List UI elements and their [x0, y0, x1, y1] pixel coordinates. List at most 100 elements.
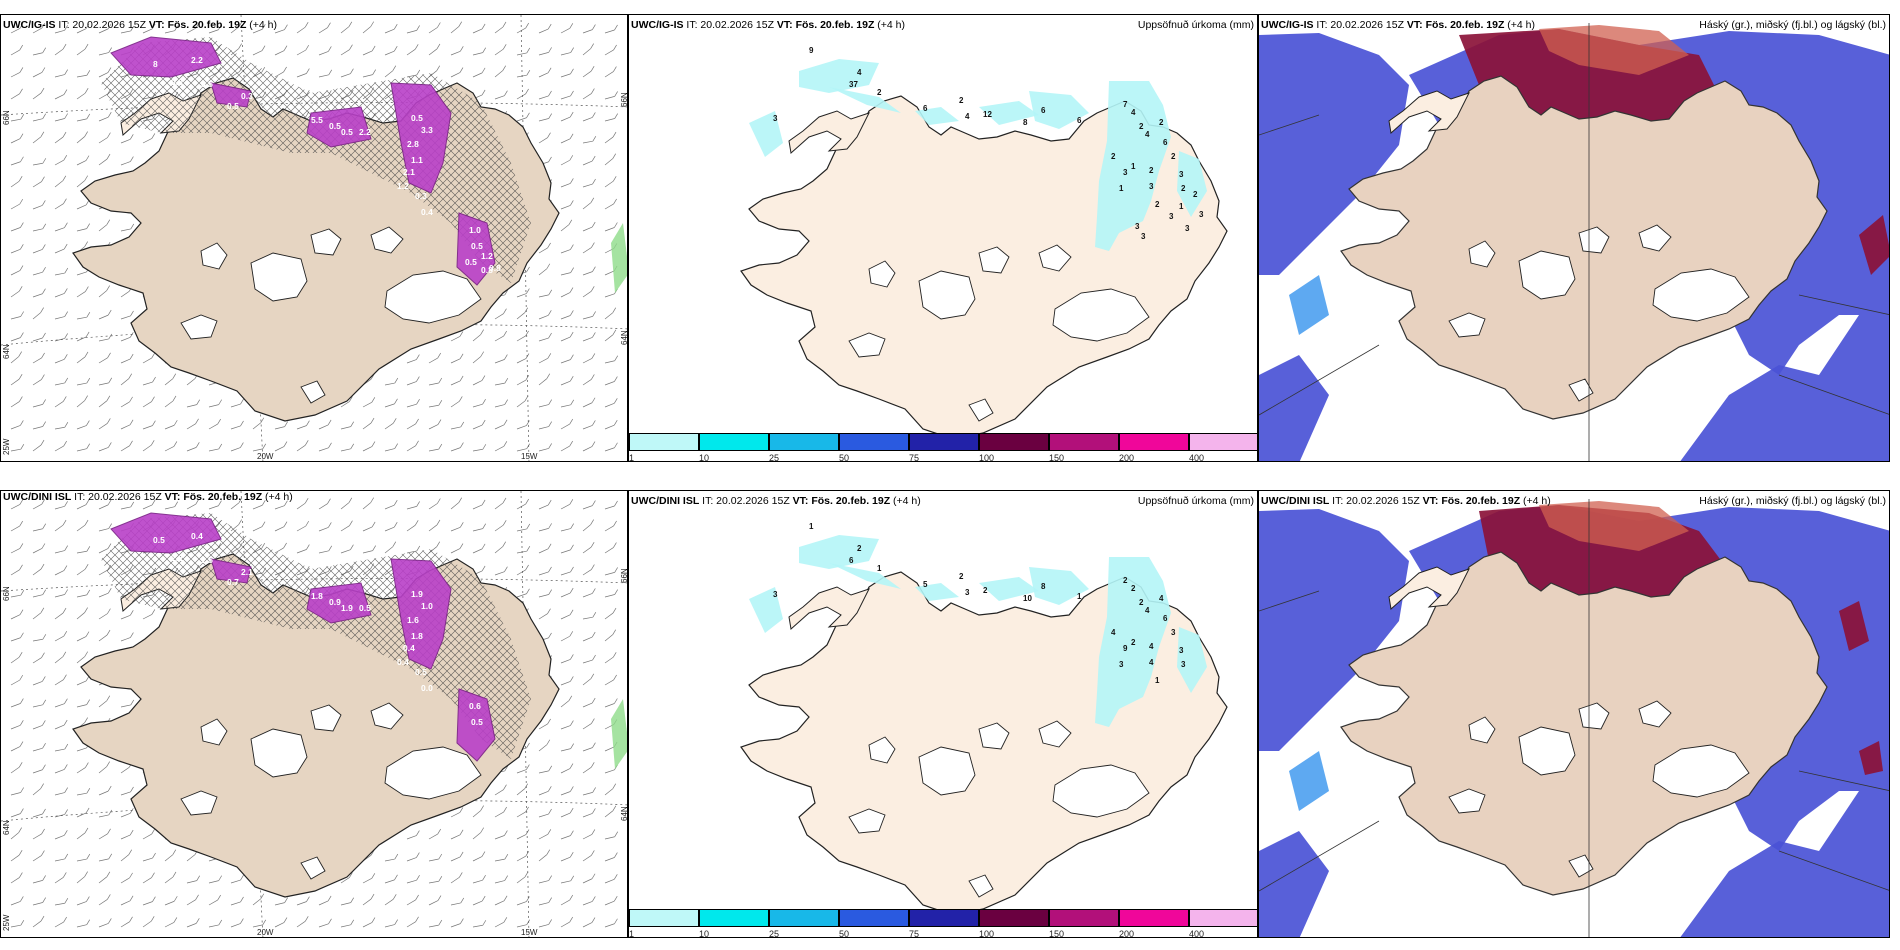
colorbar-tick-label: 100 — [979, 453, 995, 462]
lon-label-20w: 20W — [257, 928, 274, 937]
precip-value-label: 2 — [1123, 576, 1128, 585]
precip-value-label: 6 — [1041, 106, 1046, 115]
snow-value-label: 0.4 — [397, 657, 409, 667]
snow-value-label: 1.9 — [341, 603, 353, 613]
precip-value-label: 4 — [857, 68, 862, 77]
lat-label-64n: 64N — [2, 344, 11, 359]
precip-value-label: 1 — [1179, 202, 1184, 211]
snow-area — [110, 512, 222, 554]
snow-value-label: 0.5 — [471, 241, 483, 251]
snow-value-label: 2.2 — [359, 127, 371, 137]
precip-value-label: 3 — [1181, 660, 1186, 669]
precip-value-label: 4 — [965, 112, 970, 121]
colorbar-swatch — [839, 909, 909, 927]
colorbar-tick-label: 1 — [629, 453, 635, 462]
snow-area — [210, 558, 252, 584]
colorbar-swatch — [699, 433, 769, 451]
snow-area — [456, 688, 496, 762]
precip-value-label: 2 — [857, 544, 862, 553]
glacier-outline — [1578, 702, 1610, 730]
precip-colorbar: 1 10 25 50 75 100 150 200 400 — [629, 909, 1257, 938]
colorbar-swatch — [699, 909, 769, 927]
glacier-outline — [1568, 854, 1594, 878]
colorbar-tick-label: 10 — [699, 929, 710, 938]
low-cloud-area — [1259, 355, 1329, 461]
precip-value-label: 12 — [983, 110, 992, 119]
precip-value-label: 1 — [1131, 162, 1136, 171]
snow-area — [306, 106, 372, 148]
precip-value-label: 2 — [1155, 200, 1160, 209]
lat-label-64n: 64N — [2, 820, 11, 835]
lat-lon-grid — [1, 491, 627, 937]
snow-value-label: 0.4 — [191, 531, 203, 541]
colorbar-tick-label: 25 — [769, 453, 780, 462]
precip-value-label: 3 — [1185, 224, 1190, 233]
snow-value-label: 2.2 — [191, 55, 203, 65]
precip-value-label: 6 — [849, 556, 854, 565]
precip-value-label: 3 — [1135, 222, 1140, 231]
glacier-outline — [1052, 764, 1150, 818]
snow-value-label: 1.9 — [411, 589, 423, 599]
precip-area — [1095, 81, 1171, 251]
glacier-outline — [848, 332, 886, 358]
lon-label-15w: 15W — [521, 452, 538, 461]
precip-area — [979, 101, 1039, 125]
precip-value-label: 3 — [773, 114, 778, 123]
precip-value-label: 2 — [1139, 598, 1144, 607]
panel-title: UWC/IG-IS IT: 20.02.2026 15Z VT: Fös. 20… — [3, 19, 278, 31]
precip-value-label: 1 — [877, 564, 882, 573]
precip-value-label: 3 — [965, 588, 970, 597]
glacier-outline — [1052, 288, 1150, 342]
glacier-outline — [300, 856, 326, 880]
glacier-outline — [1468, 716, 1496, 744]
precip-value-label: 5 — [923, 580, 928, 589]
glacier-outline — [1448, 312, 1486, 338]
lat-label-66n-right: 66N — [620, 568, 628, 583]
glacier-outline — [384, 270, 482, 324]
precip-value-label: 4 — [1131, 108, 1136, 117]
lat-label-64n-right: 64N — [620, 330, 628, 345]
snow-value-label: 0.5 — [471, 717, 483, 727]
precip-value-label: 2 — [1111, 152, 1116, 161]
glacier-outline — [1638, 700, 1672, 728]
panel-top-right-cloud: UWC/IG-IS IT: 20.02.2026 15Z VT: Fös. 20… — [1258, 14, 1890, 462]
precip-value-label: 2 — [1171, 152, 1176, 161]
snow-value-label: 2.1 — [403, 167, 415, 177]
precip-area — [915, 107, 959, 125]
colorbar-swatch — [629, 909, 699, 927]
snow-value-label: 1.1 — [411, 155, 423, 165]
glacier-outline — [300, 380, 326, 404]
iceland-landmass: 0.5 0.42.2 1.52.10.71.80.91.9 0.51.91.01.61… — [72, 512, 627, 898]
colorbar-swatch — [909, 909, 979, 927]
colorbar-tick-label: 150 — [1049, 929, 1065, 938]
precip-area — [1029, 567, 1089, 605]
lat-label-66n: 66N — [2, 586, 11, 601]
precip-value-label: 3 — [1123, 168, 1128, 177]
precip-value-label: 4 — [1149, 658, 1154, 667]
snow-value-label: 0.5 — [415, 667, 427, 677]
glacier-outline — [1468, 240, 1496, 268]
glacier-outline — [1038, 244, 1072, 272]
snow-value-label: 0.5 — [341, 127, 353, 137]
lon-label-25w: 25W — [2, 438, 11, 455]
cloud-map — [1259, 15, 1889, 461]
glacier-outline — [868, 736, 896, 764]
precip-value-label: 2 — [1139, 122, 1144, 131]
snow-value-label: 1.0 — [469, 225, 481, 235]
precip-area — [829, 87, 901, 113]
precip-value-label: 2 — [1159, 118, 1164, 127]
colorbar-tick-label: 200 — [1119, 929, 1135, 938]
precip-value-label: 2 — [959, 572, 964, 581]
lat-label-66n: 66N — [2, 110, 11, 125]
precip-value-label: 3 — [1199, 210, 1204, 219]
sea-precip-area — [611, 699, 627, 769]
glacier-outline — [968, 874, 994, 898]
panel-title: UWC/DINI ISL IT: 20.02.2026 15Z VT: Fös.… — [3, 491, 293, 503]
precip-value-label: 8 — [1023, 118, 1028, 127]
glacier-outline — [384, 746, 482, 800]
colorbar-tick-label: 50 — [839, 453, 850, 462]
precip-value-label: 3 — [1141, 232, 1146, 241]
mid-cloud-area — [1539, 501, 1689, 551]
precip-value-label: 10 — [1023, 594, 1032, 603]
